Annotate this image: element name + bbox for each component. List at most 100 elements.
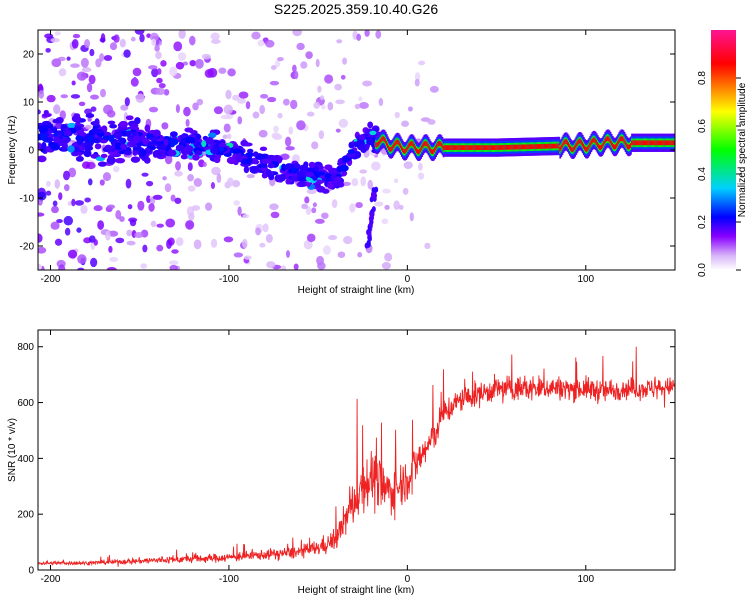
spectral-cell [403,148,405,154]
spectral-cell [597,143,600,149]
spectral-cell [640,140,643,146]
spectral-cell [525,144,527,150]
spectral-cell [100,88,106,98]
spectral-cell [545,143,548,149]
spectral-cell [511,144,513,150]
spectral-cell [84,38,91,49]
spectral-cell [450,145,452,150]
spectral-cell [270,211,280,219]
spectral-cell [562,141,565,147]
spectral-cell [168,138,179,146]
spectral-cell [342,57,347,65]
spectral-cell [187,173,194,182]
spectral-cell [612,144,615,149]
spectral-cell [67,145,75,153]
spectral-cell [420,147,422,153]
spectral-cell [409,212,414,222]
spectral-cell [296,42,305,51]
spectral-cell [260,166,268,172]
spectral-cell [53,104,61,115]
spectral-cell [164,154,173,165]
spectral-cell [311,207,317,214]
spectral-cell [495,145,497,150]
x-tick-label: -100 [219,274,239,285]
spectral-cell [625,142,628,148]
spectral-cell [387,143,389,149]
spectral-cell [147,141,156,147]
spectral-cell [672,140,675,146]
spectral-cell [449,145,451,150]
spectral-cell [409,141,412,147]
spectral-cell [393,200,400,210]
spectral-cell [290,99,298,110]
spectral-cell [226,156,237,165]
spectral-cell [544,143,547,149]
spectral-cell [487,145,490,150]
spectral-cell [155,51,162,60]
spectral-cell [45,47,51,53]
spectral-cell [661,140,663,146]
spectral-cell [84,124,92,130]
spectral-cell [201,140,207,148]
spectral-cell [173,41,183,52]
spectral-cell [617,141,619,146]
spectral-cell [321,212,329,219]
spectral-cell [639,140,642,146]
spectral-cell [518,144,521,150]
spectral-cell [425,141,428,146]
spectral-cell [132,146,142,152]
snr-panel: -200 -100 0 100 0 200 400 600 800 Height of str… [7,329,676,596]
spectral-cell [340,74,346,80]
x-tick-label: 0 [405,274,411,285]
spectral-cell [109,123,118,129]
spectral-cell [265,39,275,48]
x-tick-label: -100 [219,574,239,585]
spectral-cell [417,162,423,171]
spectral-cell [349,203,356,213]
spectral-cell [39,132,48,141]
spectral-cell [71,151,80,157]
spectral-cell [658,140,661,146]
spectral-cell [88,235,96,243]
spectral-cell [51,58,62,68]
spectral-cell [519,144,522,150]
y-tick-label: 0 [28,566,34,577]
spectral-cell [428,145,431,151]
spectral-cell [52,118,60,124]
spectral-cell [413,144,416,149]
spectral-cell [297,176,306,183]
spectral-cell [534,144,537,149]
spectral-cell [335,128,341,133]
spectral-cell [651,140,654,146]
spectral-cell [80,57,89,68]
spectral-cell [600,145,602,150]
spectral-cell [223,123,231,133]
spectral-cell [90,257,98,268]
spectral-cell [552,143,555,149]
spectral-cell [114,132,122,140]
spectral-cell [577,139,580,145]
spectral-cell [141,172,149,177]
spectral-cell [576,141,579,147]
spectral-cell [328,234,338,241]
spectral-cell [99,37,106,43]
spectral-cell [312,175,318,181]
spectral-cell [259,104,266,115]
spectral-cell [626,144,629,149]
spectral-cell [196,98,204,106]
spectral-cell [158,82,166,89]
spectral-cell [169,66,178,77]
y-tick-label: 200 [17,510,34,521]
spectral-cell [75,155,84,162]
spectral-cell [170,194,176,202]
spectral-cell [548,143,551,149]
spectrogram-x-ticks: -200 -100 0 100 [40,30,595,285]
spectral-cell [97,220,105,230]
spectral-cell [541,144,543,149]
spectral-cell [171,249,179,254]
spectral-cell [135,93,145,103]
spectral-cell [315,58,320,68]
spectral-cell [662,140,664,146]
spectral-cell [301,203,308,210]
spectral-cell [177,52,187,61]
